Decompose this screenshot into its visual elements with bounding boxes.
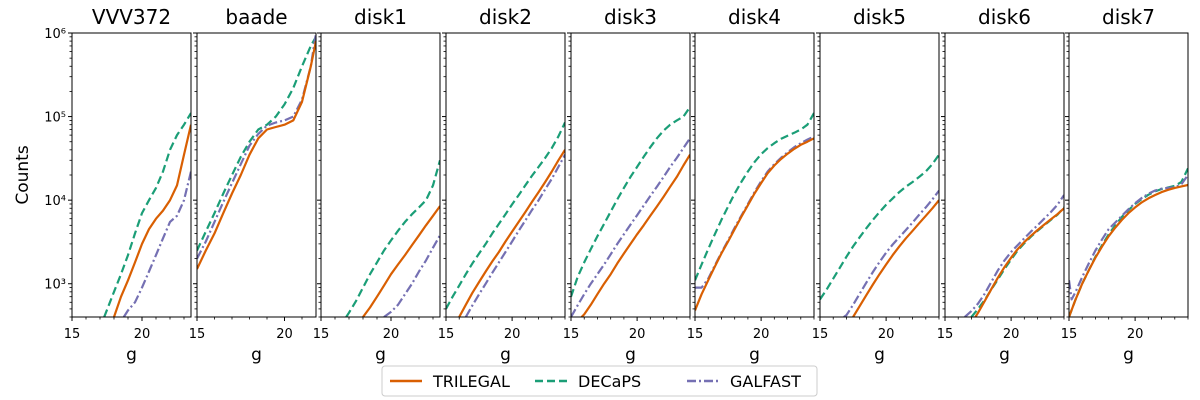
y-tick-label: 10³ [44, 278, 66, 293]
series-line-decaps [695, 112, 814, 281]
panel-title: disk3 [604, 5, 657, 29]
panel-disk4: disk4 15 20 g [687, 5, 815, 365]
series-group [820, 154, 939, 317]
series-line-trilegal [974, 207, 1064, 317]
series-line-trilegal [362, 205, 440, 317]
panel-disk2: disk2 15 20 g [438, 5, 566, 365]
y-tick-label: 10⁴ [44, 194, 66, 209]
series-line-trilegal [1069, 183, 1188, 317]
legend-label-trilegal: TRILEGAL [432, 372, 510, 391]
series-group [1069, 167, 1188, 317]
x-tick-label: 20 [1127, 327, 1144, 342]
panel-frame [445, 32, 566, 318]
series-group [571, 106, 690, 317]
x-tick-label: 15 [313, 327, 330, 342]
series-line-galfast [571, 137, 690, 317]
legend: TRILEGAL DECaPS GALFAST [381, 365, 818, 397]
x-tick-label: 20 [629, 327, 646, 342]
x-tick-label: 20 [878, 327, 895, 342]
panel-disk7: disk7 15 20 g [1061, 5, 1189, 365]
x-axis-label: g [874, 345, 885, 365]
panel-vvv372: VVV372 15 20 g 10³ 10⁴ 10⁵ 10⁶ [44, 5, 192, 365]
panel-title: disk5 [853, 5, 906, 29]
x-tick-label: 15 [937, 327, 954, 342]
panel-baade: baade 15 20 g [189, 5, 317, 365]
panel-title: baade [225, 5, 287, 29]
series-line-galfast [464, 154, 565, 317]
series-line-galfast [1069, 174, 1188, 301]
panel-frame [71, 32, 192, 318]
x-axis-label: g [251, 345, 262, 365]
series-line-decaps [197, 36, 316, 251]
x-axis-label: g [500, 345, 511, 365]
y-tick-label: 10⁵ [44, 111, 66, 126]
x-tick-label: 15 [1061, 327, 1078, 342]
x-axis-label: g [999, 345, 1010, 365]
series-line-decaps [820, 154, 939, 301]
series-line-trilegal [197, 40, 316, 270]
legend-label-galfast: GALFAST [730, 372, 801, 391]
series-line-trilegal [580, 154, 690, 317]
panel-title: disk2 [479, 5, 532, 29]
x-tick-label: 20 [753, 327, 770, 342]
series-group [695, 112, 814, 311]
panel-title: disk7 [1102, 5, 1155, 29]
panel-disk3: disk3 15 20 g [563, 5, 691, 365]
x-tick-label: 15 [812, 327, 829, 342]
y-tick-label: 10⁶ [44, 27, 66, 42]
series-line-decaps [345, 160, 440, 317]
series-group [197, 33, 316, 270]
series-line-decaps [1069, 167, 1188, 317]
series-group [964, 194, 1064, 317]
y-axis-label: Counts [13, 145, 33, 204]
x-tick-label: 15 [563, 327, 580, 342]
x-tick-label: 15 [687, 327, 704, 342]
x-tick-label: 20 [1003, 327, 1020, 342]
series-line-trilegal [458, 149, 565, 317]
series-line-galfast [695, 135, 814, 289]
panel-title: disk6 [978, 5, 1031, 29]
series-line-galfast [122, 171, 191, 317]
series-line-trilegal [112, 124, 191, 317]
series-group [345, 160, 440, 317]
series-group [446, 122, 565, 317]
panel-title: disk1 [354, 5, 407, 29]
series-line-decaps [571, 106, 690, 298]
series-line-decaps [103, 112, 191, 317]
x-axis-label: g [126, 345, 137, 365]
panel-disk1: disk1 15 20 g [313, 5, 441, 365]
panel-disk6: disk6 15 20 g [937, 5, 1065, 365]
x-axis-label: g [625, 345, 636, 365]
x-tick-label: 20 [504, 327, 521, 342]
panel-title: VVV372 [92, 5, 171, 29]
x-tick-label: 15 [189, 327, 206, 342]
series-line-trilegal [695, 137, 814, 311]
panel-frame [320, 32, 441, 318]
series-line-galfast [843, 189, 939, 317]
x-tick-label: 20 [276, 327, 293, 342]
x-tick-label: 15 [64, 327, 81, 342]
x-axis-label: g [1123, 345, 1134, 365]
legend-label-decaps: DECaPS [578, 372, 641, 391]
panel-title: disk4 [728, 5, 781, 29]
series-group [103, 112, 191, 317]
panel-disk5: disk5 15 20 g [812, 5, 940, 365]
series-line-galfast [197, 33, 316, 260]
panel-frame [944, 32, 1065, 318]
x-axis-label: g [375, 345, 386, 365]
series-line-decaps [446, 122, 565, 310]
x-tick-label: 15 [438, 327, 455, 342]
x-axis-label: g [749, 345, 760, 365]
legend-box [381, 365, 818, 397]
x-tick-label: 20 [383, 327, 400, 342]
x-tick-label: 20 [134, 327, 151, 342]
series-line-galfast [383, 234, 440, 317]
series-line-trilegal [852, 199, 939, 317]
panel-frame [694, 32, 815, 318]
series-line-galfast [964, 194, 1064, 317]
